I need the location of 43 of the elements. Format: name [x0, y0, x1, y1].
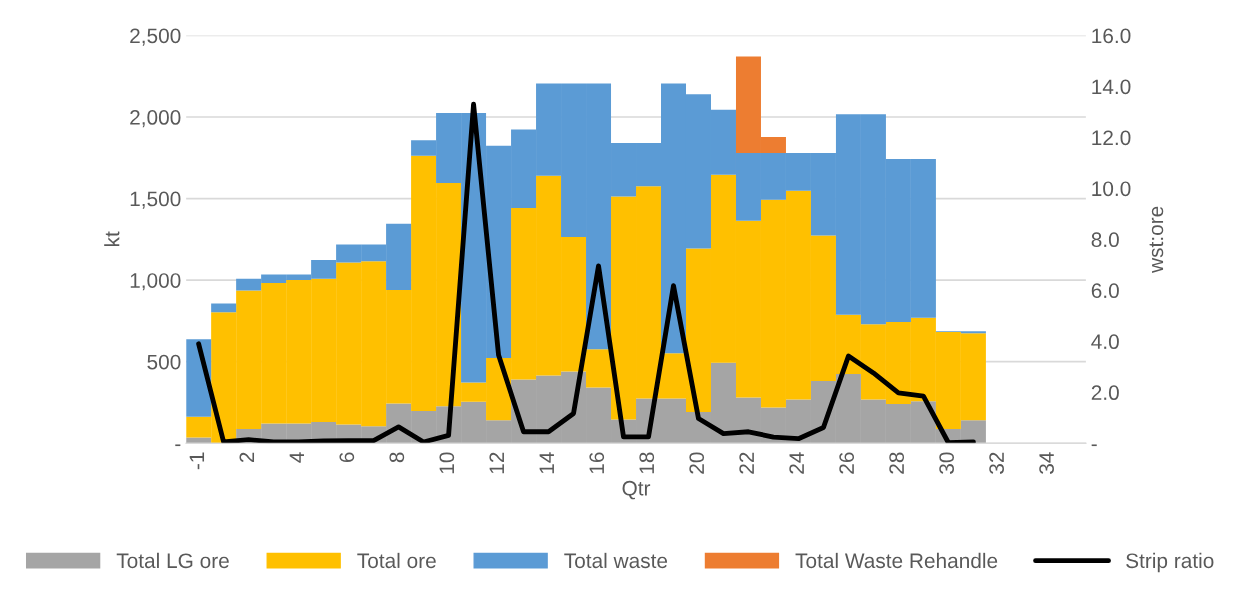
y2-tick-label: 6.0: [1091, 283, 1119, 299]
legend-label: Total waste: [564, 552, 668, 569]
x-tick-label: 24: [789, 452, 804, 474]
line-series: [196, 101, 976, 444]
x-tick-label: 10: [439, 452, 455, 474]
y-tick-label: 500: [147, 354, 181, 370]
x-tick-label: 18: [639, 452, 655, 474]
y2-tick-label: 10.0: [1092, 181, 1131, 197]
y-tick-label: 2,500: [130, 28, 181, 46]
x-tick-label: 34: [1039, 452, 1054, 474]
x-tick-label: 26: [839, 452, 855, 474]
y2-tick-label: 8.0: [1091, 232, 1119, 248]
x-axis-title: Qtr: [622, 480, 651, 500]
x-tick-label: 8: [389, 452, 405, 463]
legend-label: Total LG ore: [116, 552, 229, 569]
x-tick-label: 16: [589, 452, 605, 474]
x-tick-label: 2: [239, 452, 255, 463]
x-tick-label: 28: [889, 452, 905, 474]
y2-tick-label: 12.0: [1092, 130, 1131, 146]
x-tick-label: 6: [339, 452, 355, 463]
y-tick-label: 1,000: [130, 273, 181, 291]
y2-tick-label: 14.0: [1092, 79, 1131, 95]
y2-tick-label: 2.0: [1091, 385, 1119, 401]
y2-axis-title: wst:ore: [1149, 206, 1164, 273]
x-tick-label: 22: [739, 452, 754, 474]
x-tick-label: -1: [189, 452, 205, 470]
y2-tick-label: -: [1091, 444, 1097, 447]
y-tick-label: 2,000: [130, 110, 181, 128]
legend-label: Strip ratio: [1126, 552, 1214, 573]
x-tick-label: 12: [489, 452, 504, 474]
y2-tick-label: 4.0: [1091, 334, 1119, 350]
x-tick-label: 32: [989, 452, 1004, 474]
y-tick-label: 1,500: [130, 191, 181, 209]
x-tick-label: 4: [289, 452, 304, 463]
x-tick-label: 30: [939, 452, 955, 474]
legend-label: Total ore: [357, 552, 436, 569]
y2-tick-label: 16.0: [1092, 28, 1131, 44]
legend-label: Total Waste Rehandle: [795, 552, 998, 569]
x-tick-label: 14: [539, 452, 554, 474]
y-tick-label: -: [175, 444, 181, 447]
y-axis-title: kt: [104, 231, 120, 247]
x-tick-label: 20: [689, 452, 705, 474]
bar: [211, 303, 237, 313]
